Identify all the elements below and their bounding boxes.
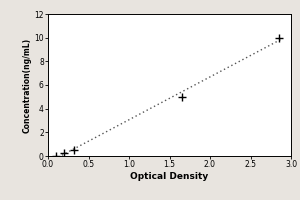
Point <box>71 148 76 152</box>
Point <box>54 154 58 158</box>
X-axis label: Optical Density: Optical Density <box>130 172 208 181</box>
Point <box>179 95 184 98</box>
Y-axis label: Concentration(ng/mL): Concentration(ng/mL) <box>22 37 32 133</box>
Point <box>62 151 67 155</box>
Point <box>277 36 281 39</box>
